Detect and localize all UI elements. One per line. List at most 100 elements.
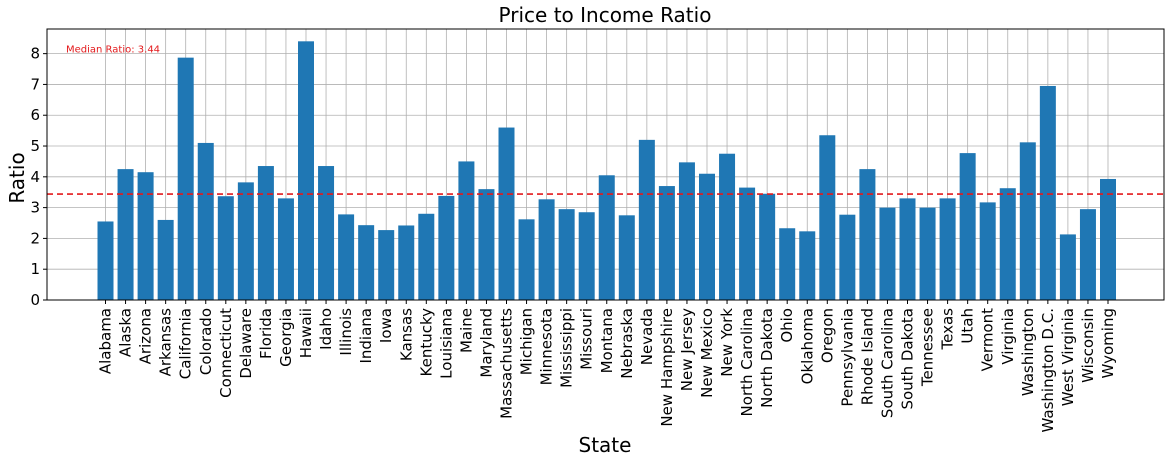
x-tick-label: Kentucky bbox=[417, 308, 435, 377]
x-tick-label: Oklahoma bbox=[798, 308, 816, 384]
bar bbox=[919, 207, 936, 300]
median-annotation: Median Ratio: 3.44 bbox=[66, 45, 160, 56]
x-tick-label: Arizona bbox=[137, 308, 155, 364]
x-tick-label: Michigan bbox=[518, 308, 536, 375]
bar bbox=[277, 198, 294, 300]
bar bbox=[538, 199, 555, 300]
x-tick-label: South Carolina bbox=[878, 308, 896, 418]
bar bbox=[959, 153, 976, 300]
bar bbox=[678, 162, 695, 300]
x-tick-label: Georgia bbox=[277, 308, 295, 367]
y-tick-layer: 0 1 2 3 4 5 6 7 8 bbox=[30, 45, 47, 309]
bar bbox=[819, 135, 836, 300]
x-tick-label: Delaware bbox=[237, 308, 255, 379]
y-tick-label: 8 bbox=[30, 45, 40, 63]
reference-layer: Median Ratio: 3.44 bbox=[47, 45, 1164, 195]
x-tick-label: Colorado bbox=[197, 308, 215, 375]
x-tick-label: Oregon bbox=[818, 308, 836, 363]
bar bbox=[1019, 142, 1036, 300]
bar bbox=[879, 207, 896, 300]
y-tick-label: 3 bbox=[30, 199, 40, 217]
x-tick-label: Washington bbox=[1019, 308, 1037, 396]
x-tick-label: Rhode Island bbox=[858, 308, 876, 405]
bar bbox=[378, 230, 395, 300]
x-tick-label: Nebraska bbox=[618, 308, 636, 379]
bar bbox=[1079, 209, 1096, 300]
x-tick-label: Washington D.C. bbox=[1039, 308, 1057, 432]
bar bbox=[137, 172, 154, 300]
x-tick-label: North Carolina bbox=[738, 308, 756, 416]
x-tick-label: Kansas bbox=[397, 308, 415, 361]
bar bbox=[438, 195, 455, 300]
bar bbox=[939, 198, 956, 300]
bar bbox=[759, 193, 776, 300]
x-axis-label: State bbox=[579, 433, 632, 457]
x-tick-label: Florida bbox=[257, 308, 275, 359]
bar bbox=[979, 202, 996, 300]
x-tick-label: Tennessee bbox=[919, 308, 937, 387]
bar bbox=[638, 139, 655, 300]
bar bbox=[558, 209, 575, 300]
x-tick-label: Montana bbox=[598, 308, 616, 373]
bar bbox=[839, 214, 856, 300]
bar bbox=[1100, 178, 1116, 300]
x-tick-label: New York bbox=[718, 308, 736, 377]
y-tick-label: 4 bbox=[30, 168, 40, 186]
bar bbox=[237, 182, 254, 300]
bar bbox=[658, 186, 675, 300]
x-tick-label: Wyoming bbox=[1099, 308, 1117, 378]
x-tick-label: Iowa bbox=[377, 308, 395, 343]
x-tick-label: Illinois bbox=[337, 308, 355, 356]
bar bbox=[177, 57, 194, 301]
x-tick-label: California bbox=[177, 308, 195, 379]
x-tick-label: South Dakota bbox=[899, 308, 917, 410]
x-tick-label: Alaska bbox=[117, 308, 135, 357]
chart-title: Price to Income Ratio bbox=[499, 3, 712, 27]
x-tick-label: Virginia bbox=[999, 308, 1017, 365]
bar bbox=[97, 221, 114, 300]
bar bbox=[799, 231, 816, 300]
x-tick-label: West Virginia bbox=[1059, 308, 1077, 406]
bar bbox=[117, 169, 134, 300]
bar bbox=[618, 215, 635, 300]
x-tick-label: Texas bbox=[939, 308, 957, 351]
bar bbox=[197, 142, 214, 300]
x-tick-label: Massachusetts bbox=[498, 308, 516, 419]
bar bbox=[298, 41, 314, 301]
x-tick-label: Mississippi bbox=[558, 308, 576, 388]
y-tick-label: 0 bbox=[30, 291, 40, 309]
bar bbox=[398, 225, 415, 300]
x-tick-label: North Dakota bbox=[758, 308, 776, 408]
bar bbox=[358, 225, 375, 300]
x-tick-label: Indiana bbox=[357, 308, 375, 364]
y-tick-label: 6 bbox=[30, 106, 40, 124]
x-tick-label: Missouri bbox=[578, 308, 596, 370]
y-tick-label: 7 bbox=[30, 75, 40, 93]
x-tick-label: Wisconsin bbox=[1079, 308, 1097, 383]
x-tick-label: Arkansas bbox=[157, 308, 175, 377]
x-tick-label: Ohio bbox=[778, 308, 796, 343]
x-tick-label: New Jersey bbox=[678, 308, 696, 391]
bar-layer bbox=[97, 41, 1116, 301]
bar bbox=[899, 198, 916, 300]
x-tick-label: Idaho bbox=[317, 308, 335, 350]
y-tick-label: 1 bbox=[30, 260, 40, 278]
x-tick-label: Vermont bbox=[979, 308, 997, 372]
x-tick-layer: Alabama Alaska Arizona Arkansas California Co… bbox=[97, 300, 1117, 432]
bar bbox=[999, 188, 1016, 300]
bar bbox=[739, 187, 756, 300]
y-tick-label: 5 bbox=[30, 137, 40, 155]
x-tick-label: Maine bbox=[457, 308, 475, 353]
bar bbox=[598, 175, 615, 300]
y-axis-label: Ratio bbox=[5, 152, 29, 203]
y-tick-label: 2 bbox=[30, 229, 40, 247]
bar bbox=[699, 173, 715, 300]
x-tick-label: Minnesota bbox=[538, 308, 556, 385]
x-tick-label: New Mexico bbox=[698, 308, 716, 398]
x-tick-label: Nevada bbox=[638, 308, 656, 365]
bar bbox=[318, 166, 335, 300]
x-tick-label: Maryland bbox=[477, 308, 495, 378]
x-tick-label: Alabama bbox=[97, 308, 115, 374]
